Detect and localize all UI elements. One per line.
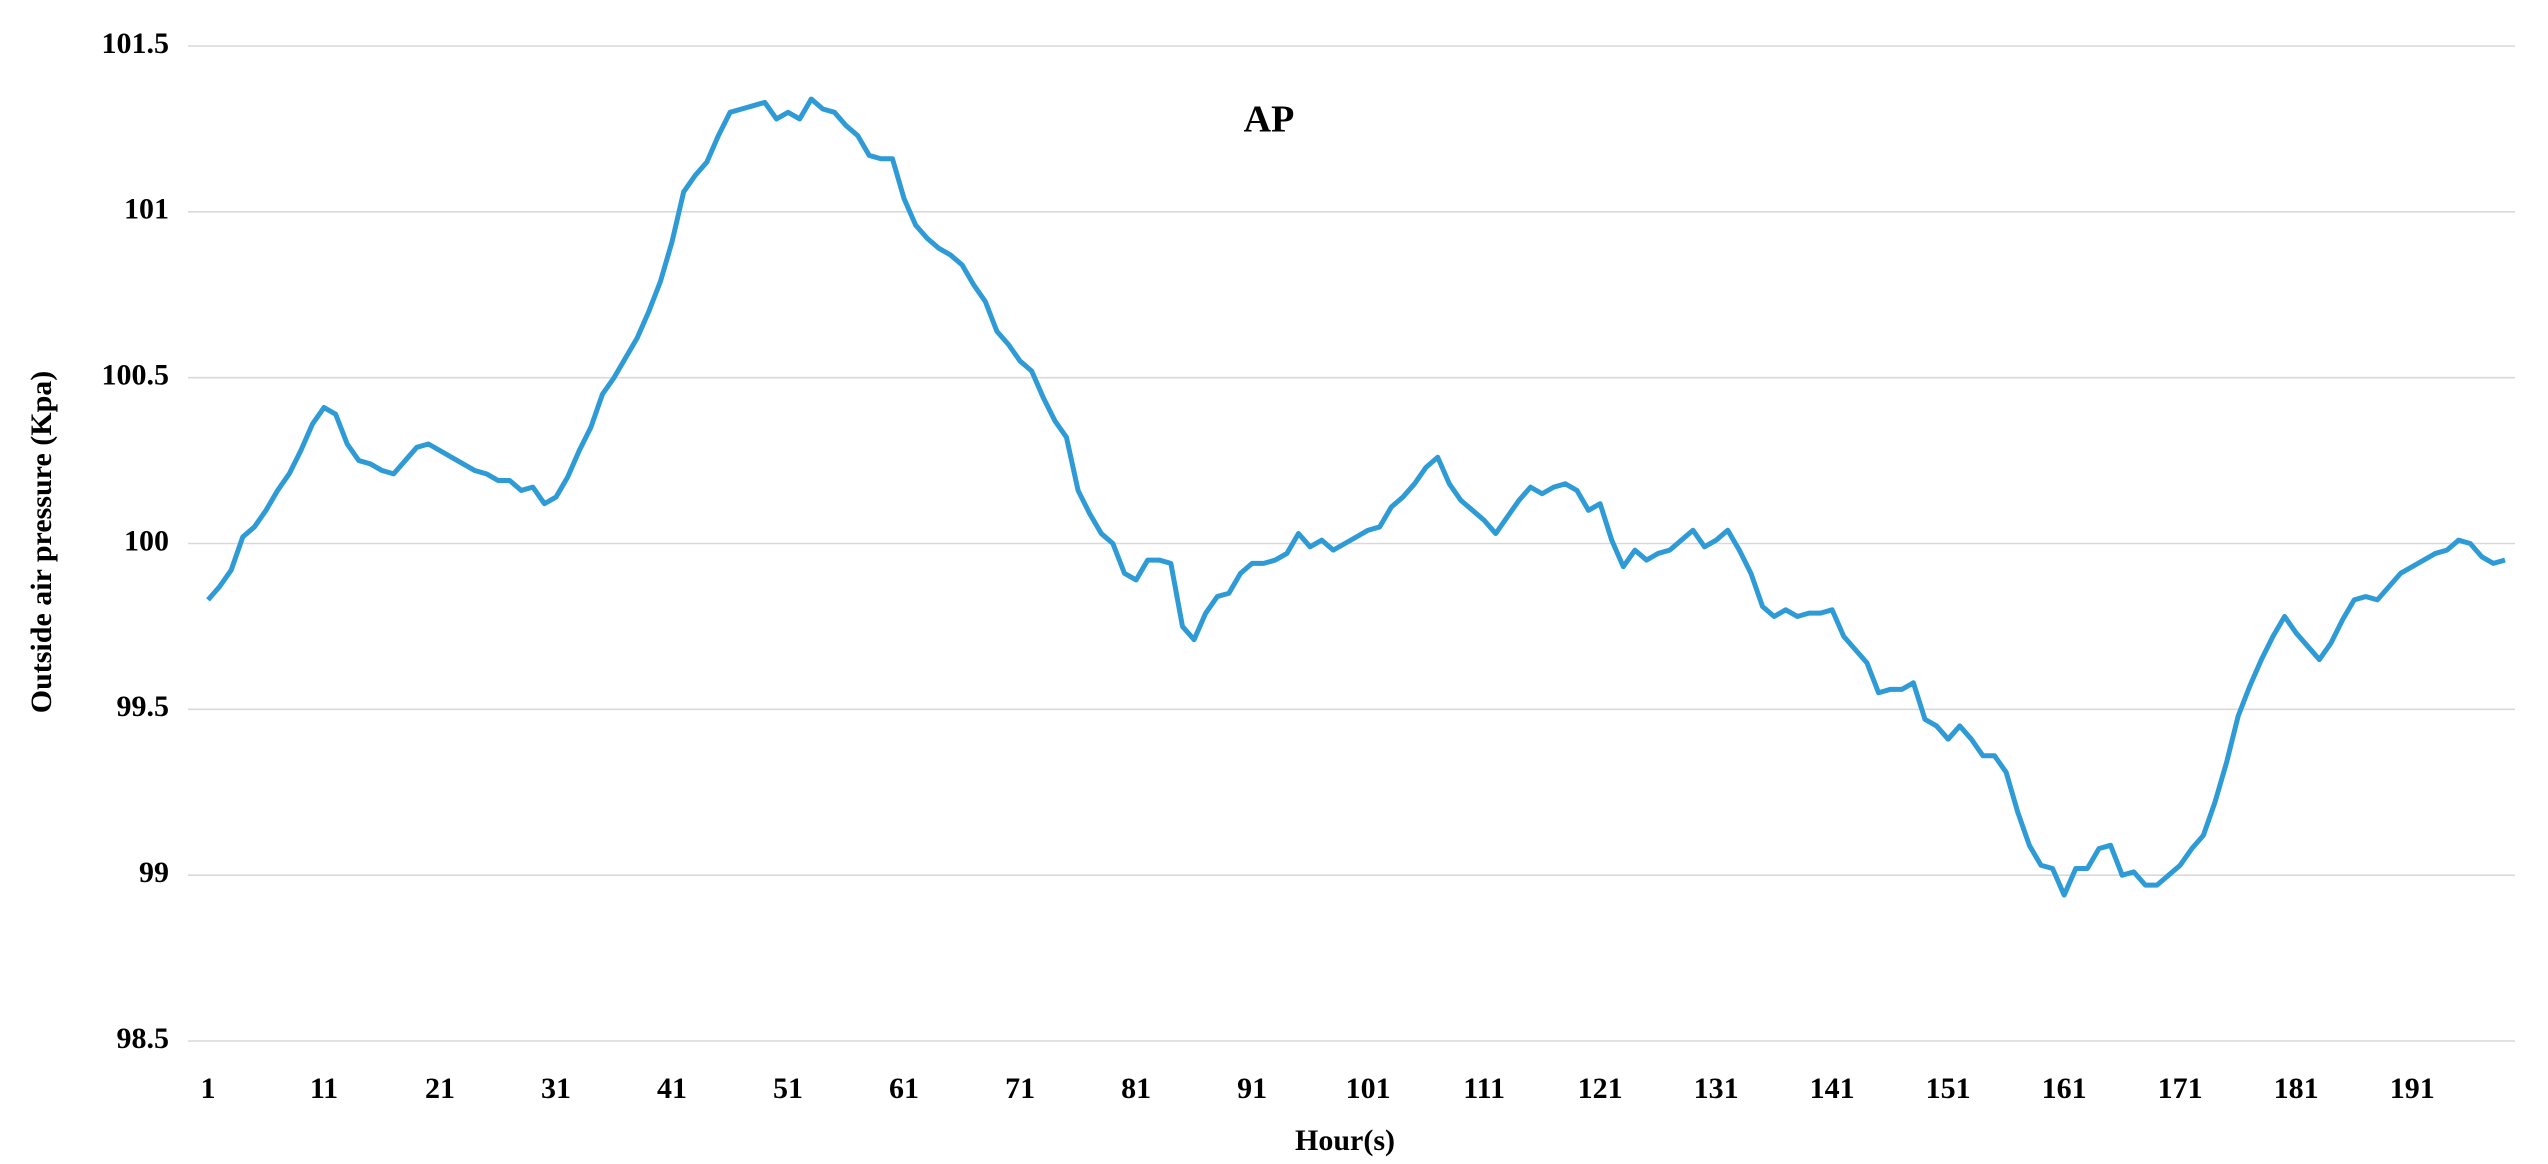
data-line xyxy=(206,96,2506,898)
x-axis-label: Hour(s) xyxy=(1295,1124,1395,1157)
x-tick-label: 171 xyxy=(2158,1072,2203,1105)
x-tick-label: 121 xyxy=(1578,1072,1623,1105)
x-tick-label: 71 xyxy=(1005,1072,1035,1105)
x-tick-label: 111 xyxy=(1463,1072,1505,1105)
x-tick-label: 181 xyxy=(2274,1072,2319,1105)
y-tick-label: 101.5 xyxy=(102,27,170,60)
x-tick-label: 131 xyxy=(1694,1072,1739,1105)
x-tick-label: 141 xyxy=(1810,1072,1855,1105)
y-tick-label: 100.5 xyxy=(102,359,170,392)
x-tick-label: 151 xyxy=(1926,1072,1971,1105)
x-tick-label: 41 xyxy=(657,1072,687,1105)
y-tick-label: 98.5 xyxy=(117,1022,170,1055)
x-tick-label: 1 xyxy=(201,1072,216,1105)
y-tick-label: 101 xyxy=(124,193,169,226)
y-tick-label: 99 xyxy=(139,856,169,889)
x-tick-label: 191 xyxy=(2390,1072,2435,1105)
x-tick-label: 21 xyxy=(425,1072,455,1105)
y-axis-label: Outside air pressure (Kpa) xyxy=(25,371,58,714)
y-tick-label: 100 xyxy=(124,524,169,557)
x-tick-label: 81 xyxy=(1121,1072,1151,1105)
x-tick-label: 101 xyxy=(1346,1072,1391,1105)
x-tick-label: 161 xyxy=(2042,1072,2087,1105)
x-tick-label: 61 xyxy=(889,1072,919,1105)
x-tick-label: 31 xyxy=(541,1072,571,1105)
chart-title: AP xyxy=(1244,99,1295,141)
x-tick-label: 51 xyxy=(773,1072,803,1105)
y-tick-label: 99.5 xyxy=(117,690,170,723)
x-tick-label: 11 xyxy=(310,1072,338,1105)
x-tick-label: 91 xyxy=(1237,1072,1267,1105)
